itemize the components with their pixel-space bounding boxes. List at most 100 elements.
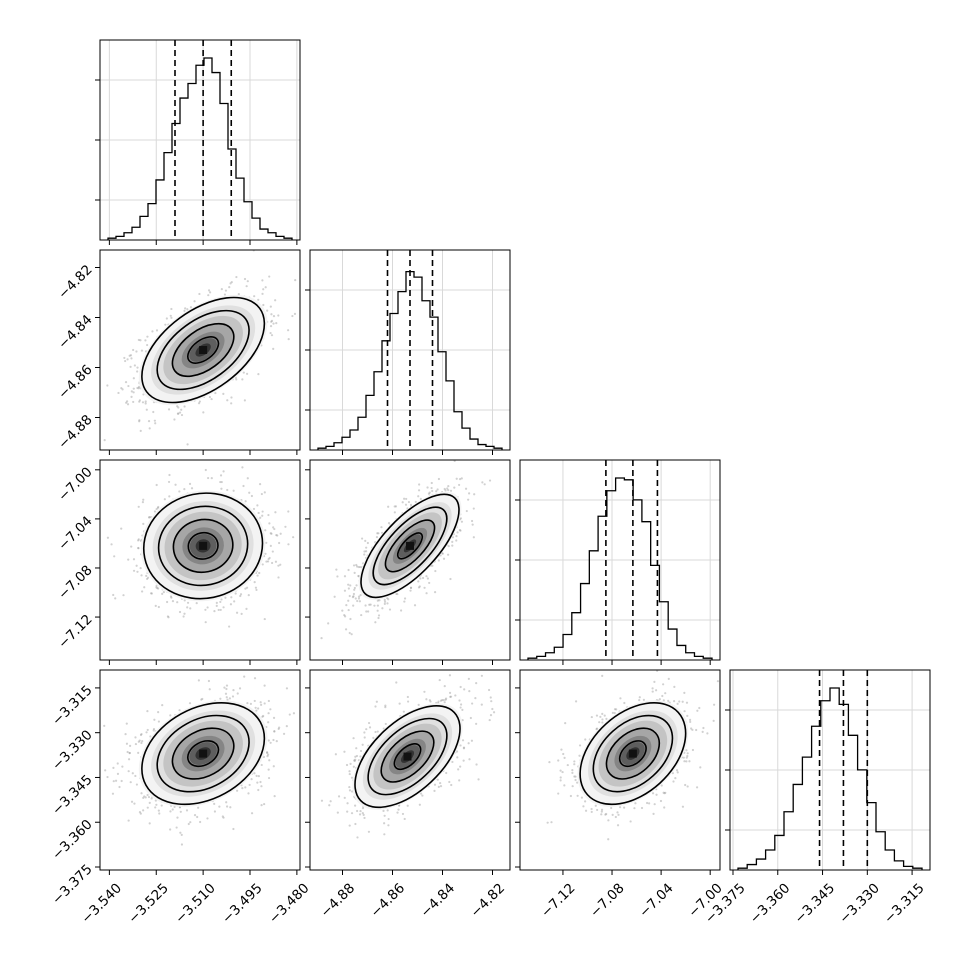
scatter-point	[170, 307, 173, 311]
scatter-point	[618, 806, 622, 809]
scatter-point	[126, 358, 129, 361]
scatter-point	[259, 701, 262, 704]
scatter-point	[352, 737, 355, 740]
hist-step-0	[107, 57, 293, 240]
scatter-point	[419, 577, 422, 580]
scatter-point	[150, 797, 153, 800]
scatter-point	[258, 571, 261, 575]
scatter-point	[250, 812, 254, 815]
scatter-point	[167, 480, 171, 484]
scatter-point	[346, 802, 349, 805]
scatter-point	[269, 532, 272, 535]
scatter-point	[137, 505, 140, 508]
scatter-point	[120, 387, 123, 390]
scatter-point	[178, 610, 182, 614]
scatter-point	[157, 505, 160, 509]
scatter-point	[131, 772, 134, 775]
scatter-point	[393, 511, 396, 514]
scatter-point	[145, 577, 149, 581]
scatter-point	[137, 387, 140, 390]
scatter-point	[559, 776, 562, 779]
scatter-point	[580, 796, 584, 799]
contour-line-2	[156, 309, 250, 391]
scatter-point	[376, 599, 379, 602]
scatter-point	[349, 584, 352, 587]
scatter-point	[349, 617, 352, 621]
scatter-point	[633, 807, 636, 810]
scatter-point	[287, 510, 290, 513]
scatter-point	[122, 594, 125, 597]
scatter-point	[419, 497, 422, 501]
scatter-point	[595, 728, 598, 731]
scatter-point	[146, 335, 149, 338]
scatter-point	[143, 586, 146, 589]
density-peak	[199, 541, 208, 550]
scatter-point	[230, 596, 233, 599]
contour-line-3	[354, 705, 461, 809]
scatter-point	[224, 667, 226, 669]
scatter-point	[449, 695, 452, 698]
scatter-point	[168, 473, 171, 477]
scatter-point	[613, 711, 616, 715]
scatter-point	[278, 541, 281, 545]
scatter-point	[256, 504, 259, 507]
scatter-point	[236, 789, 239, 792]
scatter-point	[188, 702, 192, 705]
scatter-point	[368, 603, 371, 606]
scatter-point	[124, 381, 128, 384]
scatter-point	[401, 812, 405, 816]
scatter-point	[184, 307, 187, 310]
scatter-point	[601, 721, 604, 724]
scatter-point	[442, 699, 445, 702]
scatter-point	[359, 593, 362, 597]
scatter-point	[135, 564, 138, 567]
joint-frame-0-1	[99, 249, 301, 451]
scatter-point	[213, 802, 216, 805]
scatter-point	[403, 600, 406, 603]
scatter-point	[444, 698, 447, 701]
scatter-point	[152, 727, 156, 731]
scatter-point	[291, 314, 294, 318]
scatter-point	[629, 820, 632, 823]
scatter-point	[222, 606, 225, 609]
scatter-point	[546, 821, 549, 824]
scatter-point	[166, 615, 170, 618]
scatter-point	[438, 678, 441, 682]
scatter-point	[361, 811, 364, 815]
scatter-point	[273, 795, 276, 798]
scatter-point	[163, 498, 166, 501]
scatter-point	[220, 487, 223, 490]
scatter-point	[454, 694, 457, 697]
scatter-point	[272, 716, 276, 719]
scatter-point	[449, 695, 453, 698]
scatter-point	[154, 422, 157, 425]
scatter-point	[239, 594, 242, 598]
scatter-point	[446, 487, 449, 490]
scatter-point	[357, 565, 360, 569]
scatter-point	[464, 487, 468, 490]
scatter-point	[667, 677, 670, 680]
scatter-point	[230, 396, 233, 399]
scatter-point	[202, 411, 205, 414]
scatter-point	[263, 491, 266, 494]
scatter-point	[139, 812, 142, 815]
scatter-point	[170, 316, 173, 319]
scatter-point	[139, 339, 142, 342]
scatter-point	[207, 476, 210, 480]
scatter-point	[279, 532, 282, 535]
scatter-point	[292, 712, 296, 715]
scatter-point	[573, 775, 576, 778]
scatter-point	[148, 427, 151, 430]
scatter-point	[376, 730, 379, 733]
scatter-point	[365, 550, 368, 553]
scatter-point	[375, 535, 379, 539]
scatter-point	[433, 789, 436, 792]
scatter-point	[187, 822, 190, 826]
scatter-point	[604, 813, 607, 816]
scatter-point	[156, 506, 159, 510]
scatter-point	[448, 691, 452, 694]
scatter-point	[470, 519, 474, 523]
scatter-point	[220, 288, 223, 291]
scatter-point	[352, 595, 355, 598]
scatter-point	[381, 607, 384, 610]
